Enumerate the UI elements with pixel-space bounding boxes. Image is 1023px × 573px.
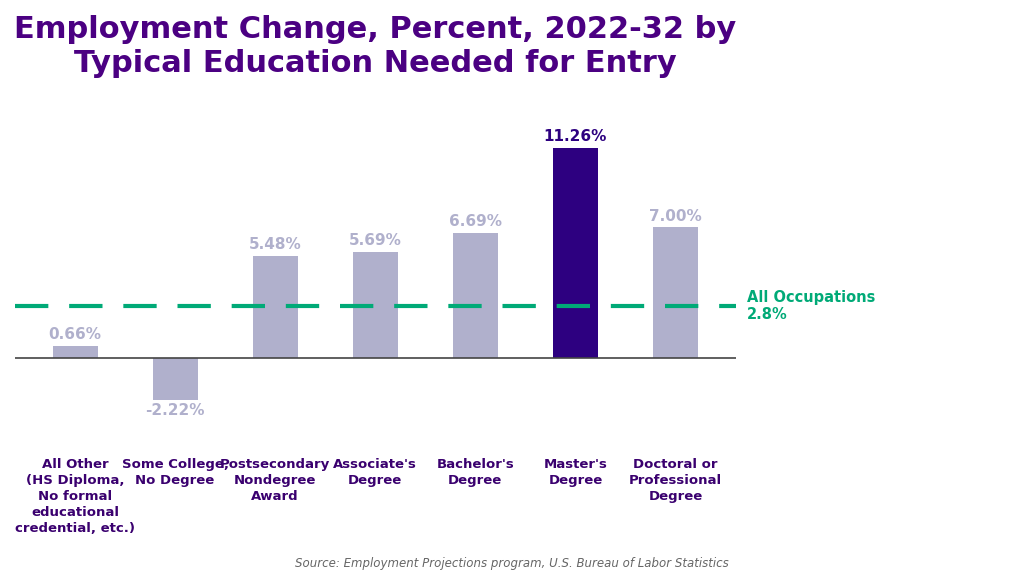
Bar [353, 252, 398, 358]
Bar [52, 346, 97, 358]
Title: Employment Change, Percent, 2022-32 by
Typical Education Needed for Entry: Employment Change, Percent, 2022-32 by T… [14, 15, 737, 77]
Text: 11.26%: 11.26% [543, 129, 607, 144]
Text: All Occupations
2.8%: All Occupations 2.8% [747, 289, 875, 322]
Text: 5.69%: 5.69% [349, 233, 402, 248]
Bar [653, 227, 698, 358]
Bar [552, 148, 597, 358]
Text: -2.22%: -2.22% [145, 403, 205, 418]
Text: 0.66%: 0.66% [48, 327, 101, 342]
Bar [152, 358, 197, 399]
Bar [253, 256, 298, 358]
Text: 7.00%: 7.00% [650, 209, 702, 223]
Text: Source: Employment Projections program, U.S. Bureau of Labor Statistics: Source: Employment Projections program, … [295, 557, 728, 570]
Text: 5.48%: 5.48% [249, 237, 302, 252]
Bar [453, 233, 498, 358]
Text: 6.69%: 6.69% [449, 214, 502, 229]
